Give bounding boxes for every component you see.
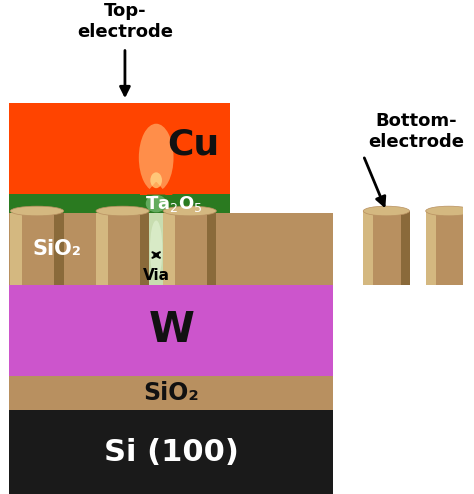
Bar	[363, 211, 374, 285]
Text: Bottom-
electrode: Bottom- electrode	[368, 112, 465, 151]
Bar	[163, 211, 175, 285]
Ellipse shape	[139, 124, 173, 192]
Ellipse shape	[10, 206, 64, 216]
Bar	[9, 285, 333, 376]
Ellipse shape	[163, 206, 216, 216]
Text: Ta$_2$O$_5$: Ta$_2$O$_5$	[145, 194, 202, 213]
Bar	[464, 211, 472, 285]
Text: SiO₂: SiO₂	[143, 381, 199, 405]
Text: W: W	[148, 309, 194, 351]
Bar	[140, 211, 149, 285]
Polygon shape	[140, 183, 173, 194]
Text: SiO₂: SiO₂	[32, 239, 81, 259]
Text: Cu: Cu	[167, 127, 219, 161]
Bar	[426, 211, 472, 285]
Bar	[9, 411, 333, 494]
Ellipse shape	[150, 220, 163, 278]
Bar	[96, 211, 149, 285]
Bar	[363, 211, 410, 285]
Bar	[149, 213, 163, 285]
Bar	[163, 211, 216, 285]
Ellipse shape	[150, 172, 162, 188]
Bar	[9, 376, 333, 411]
Bar	[9, 194, 230, 213]
Ellipse shape	[96, 206, 149, 216]
Ellipse shape	[146, 195, 166, 212]
Bar	[96, 211, 108, 285]
Bar	[9, 213, 333, 285]
Bar	[207, 211, 216, 285]
Bar	[10, 211, 22, 285]
Bar	[9, 103, 230, 194]
Bar	[54, 211, 64, 285]
Text: Via: Via	[143, 268, 170, 283]
Bar	[10, 211, 64, 285]
Bar	[426, 211, 436, 285]
Bar	[401, 211, 410, 285]
Ellipse shape	[363, 206, 410, 216]
Text: Top-
electrode: Top- electrode	[77, 2, 173, 41]
Text: Si (100): Si (100)	[104, 438, 238, 467]
Ellipse shape	[426, 206, 472, 216]
